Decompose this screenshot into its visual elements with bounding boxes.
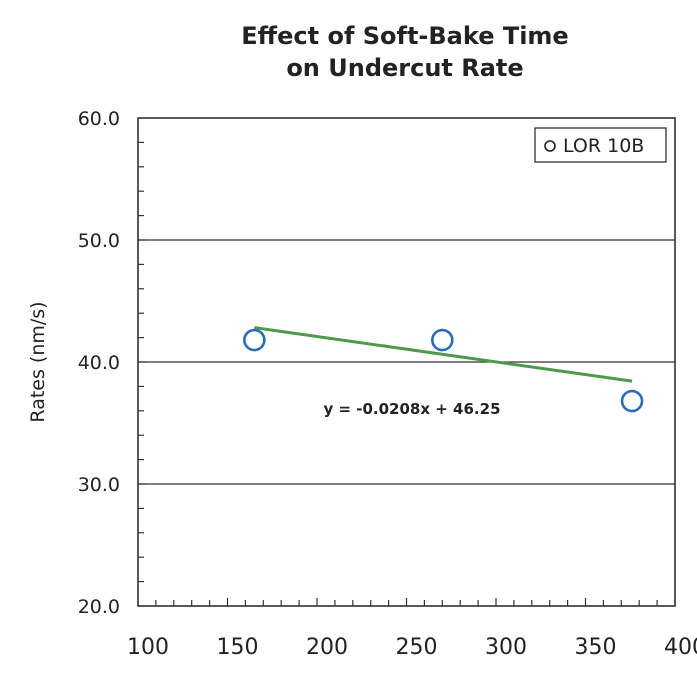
x-tick-label: 200 [306,635,348,660]
y-axis-label: Rates (nm/s) [27,301,49,422]
legend: LOR 10B [534,127,667,163]
y-tick-label: 20.0 [78,596,120,618]
data-point [620,389,644,413]
y-tick-label: 50.0 [78,230,120,252]
x-tick-labels: 100 150 200 250 300 350 400 [127,635,697,660]
chart-title: Effect of Soft-Bake Time on Undercut Rat… [200,20,610,84]
y-tick-label: 40.0 [78,352,120,374]
x-tick-label: 250 [396,635,438,660]
x-tick-label: 300 [485,635,527,660]
legend-label: LOR 10B [563,135,644,157]
x-tick-label: 100 [127,635,169,660]
grid-lines [138,239,675,485]
minor-ticks [137,117,676,607]
trendline [254,326,633,383]
chart-title-line-1: Effect of Soft-Bake Time [241,22,569,50]
x-tick-label: 400 [664,635,697,660]
trendline-equation: y = -0.0208x + 46.25 [323,400,500,418]
data-point [243,328,266,352]
y-tick-label: 30.0 [78,474,120,496]
legend-box [534,127,667,163]
x-tick-label: 350 [575,635,617,660]
data-points [243,328,644,413]
data-point [430,328,454,352]
y-tick-labels: 20.0 30.0 40.0 50.0 60.0 [78,108,120,618]
legend-marker-icon [544,140,556,152]
y-tick-label: 60.0 [78,108,120,130]
x-tick-label: 150 [217,635,259,660]
chart-title-line-2: on Undercut Rate [286,54,524,82]
